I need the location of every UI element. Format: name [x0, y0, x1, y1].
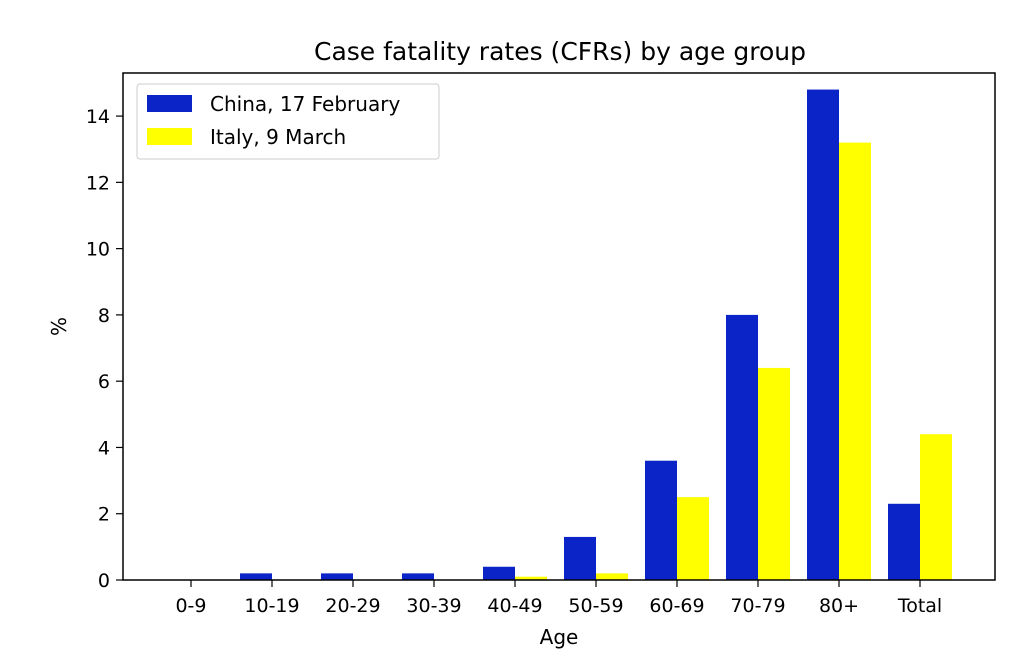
x-tick-label-70-79: 70-79 — [730, 595, 785, 617]
legend-box — [136, 83, 440, 160]
x-axis: 0-9 10-19 20-29 30-39 40-49 50-59 60-69 70-79 80… — [175, 580, 942, 617]
y-axis-label: % — [47, 317, 71, 336]
legend-swatch-italy — [147, 128, 192, 145]
bar-china-10-19 — [240, 573, 272, 580]
y-tick-label-10: 10 — [86, 239, 110, 261]
legend: China, 17 February Italy, 9 March — [136, 83, 440, 160]
y-axis: 0 2 4 6 8 10 12 14 — [86, 106, 123, 592]
x-tick-label-40-49: 40-49 — [487, 595, 542, 617]
bar-italy-60-69 — [677, 497, 709, 580]
bar-china-70-79 — [726, 314, 758, 580]
legend-swatch-china — [147, 95, 192, 112]
x-tick-label-Total: Total — [897, 595, 942, 617]
x-tick-label-30-39: 30-39 — [406, 595, 461, 617]
bar-china-80+ — [807, 89, 839, 580]
x-axis-label: Age — [540, 625, 579, 649]
bar-china-60-69 — [645, 460, 677, 580]
y-tick-label-8: 8 — [98, 305, 110, 327]
y-tick-label-0: 0 — [98, 570, 110, 592]
bar-china-50-59 — [564, 536, 596, 580]
bar-italy-50-59 — [596, 573, 628, 580]
chart-title: Case fatality rates (CFRs) by age group — [314, 37, 806, 66]
legend-label-china: China, 17 February — [210, 92, 400, 116]
x-tick-label-20-29: 20-29 — [325, 595, 380, 617]
bar-china-20-29 — [321, 573, 353, 580]
y-tick-label-2: 2 — [98, 504, 110, 526]
y-tick-label-14: 14 — [86, 106, 110, 128]
y-tick-label-4: 4 — [98, 437, 110, 459]
bar-china-Total — [888, 503, 920, 580]
bars-group — [240, 89, 952, 580]
bar-china-30-39 — [402, 573, 434, 580]
x-tick-label-10-19: 10-19 — [244, 595, 299, 617]
x-tick-label-60-69: 60-69 — [649, 595, 704, 617]
x-tick-label-80+: 80+ — [819, 595, 859, 617]
bar-china-40-49 — [483, 566, 515, 580]
x-tick-label-50-59: 50-59 — [568, 595, 623, 617]
bar-italy-40-49 — [515, 576, 547, 580]
bar-italy-Total — [920, 434, 952, 580]
y-tick-label-12: 12 — [86, 172, 110, 194]
plot-frame — [122, 72, 996, 581]
y-tick-label-6: 6 — [98, 371, 110, 393]
legend-label-italy: Italy, 9 March — [210, 125, 346, 149]
x-tick-label-0-9: 0-9 — [175, 595, 206, 617]
bar-italy-80+ — [839, 142, 871, 580]
bar-italy-70-79 — [758, 367, 790, 580]
